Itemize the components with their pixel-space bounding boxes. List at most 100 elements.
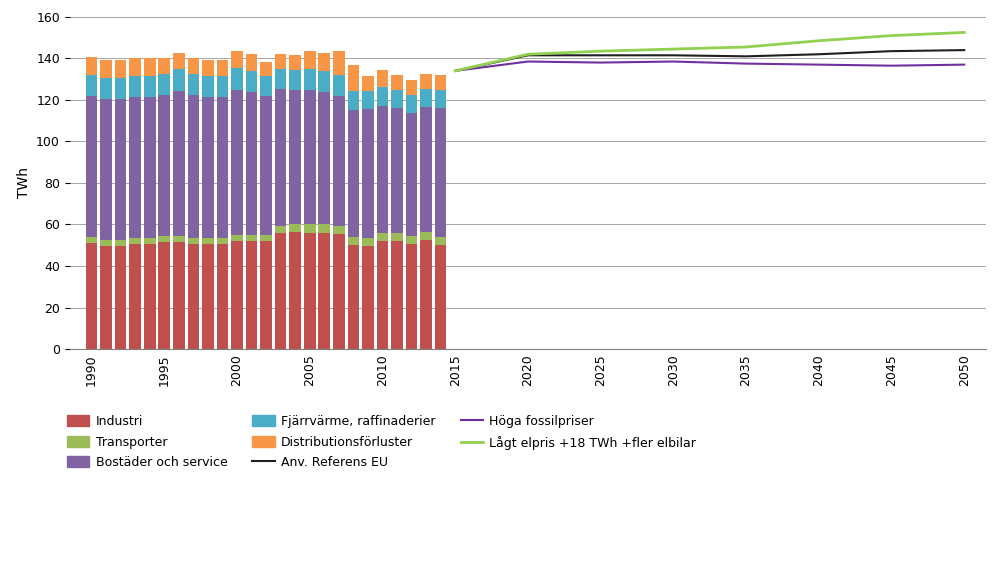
Bar: [319, 233, 330, 349]
Bar: [275, 88, 287, 226]
Bar: [391, 90, 402, 108]
Bar: [143, 76, 155, 97]
Bar: [129, 244, 141, 349]
Bar: [101, 246, 112, 349]
Bar: [231, 241, 243, 349]
Bar: [348, 91, 360, 110]
Bar: [420, 107, 432, 232]
Bar: [376, 87, 388, 106]
Y-axis label: TWh: TWh: [17, 167, 31, 199]
Bar: [158, 95, 170, 236]
Bar: [405, 80, 417, 95]
Bar: [129, 238, 141, 244]
Bar: [405, 244, 417, 349]
Bar: [158, 242, 170, 349]
Bar: [115, 240, 126, 246]
Bar: [319, 225, 330, 233]
Bar: [260, 76, 272, 96]
Bar: [435, 237, 446, 245]
Bar: [115, 78, 126, 99]
Legend: Industri, Transporter, Bostäder och service, Fjärrvärme, raffinaderier, Distribu: Industri, Transporter, Bostäder och serv…: [67, 415, 696, 469]
Bar: [173, 236, 184, 242]
Bar: [115, 60, 126, 78]
Bar: [420, 232, 432, 240]
Bar: [363, 109, 374, 238]
Bar: [275, 54, 287, 69]
Bar: [143, 97, 155, 238]
Bar: [115, 99, 126, 240]
Bar: [435, 75, 446, 90]
Bar: [129, 59, 141, 76]
Bar: [435, 245, 446, 349]
Bar: [86, 57, 98, 75]
Bar: [319, 71, 330, 92]
Bar: [304, 225, 316, 233]
Bar: [290, 232, 301, 349]
Bar: [115, 246, 126, 349]
Bar: [86, 237, 98, 243]
Bar: [216, 97, 228, 238]
Bar: [187, 238, 199, 244]
Bar: [376, 70, 388, 87]
Bar: [202, 244, 214, 349]
Bar: [333, 234, 345, 349]
Bar: [319, 92, 330, 225]
Bar: [376, 241, 388, 349]
Bar: [333, 51, 345, 75]
Bar: [420, 74, 432, 88]
Bar: [290, 55, 301, 70]
Bar: [405, 95, 417, 113]
Bar: [101, 240, 112, 246]
Bar: [260, 241, 272, 349]
Bar: [304, 69, 316, 90]
Bar: [246, 92, 257, 235]
Bar: [187, 74, 199, 95]
Bar: [231, 90, 243, 235]
Bar: [129, 76, 141, 97]
Bar: [246, 241, 257, 349]
Bar: [391, 233, 402, 241]
Bar: [304, 233, 316, 349]
Bar: [391, 241, 402, 349]
Bar: [363, 76, 374, 91]
Bar: [435, 90, 446, 108]
Bar: [290, 90, 301, 225]
Bar: [290, 225, 301, 232]
Bar: [246, 71, 257, 92]
Bar: [173, 91, 184, 236]
Bar: [246, 54, 257, 71]
Bar: [348, 237, 360, 245]
Bar: [173, 53, 184, 69]
Bar: [202, 76, 214, 97]
Bar: [275, 233, 287, 349]
Bar: [216, 244, 228, 349]
Bar: [376, 233, 388, 241]
Bar: [143, 238, 155, 244]
Bar: [216, 60, 228, 76]
Bar: [405, 236, 417, 244]
Bar: [158, 59, 170, 74]
Bar: [143, 244, 155, 349]
Bar: [363, 246, 374, 349]
Bar: [275, 69, 287, 88]
Bar: [231, 51, 243, 68]
Bar: [348, 110, 360, 237]
Bar: [363, 91, 374, 109]
Bar: [260, 61, 272, 76]
Bar: [348, 65, 360, 91]
Bar: [333, 75, 345, 96]
Bar: [333, 226, 345, 234]
Bar: [158, 74, 170, 95]
Bar: [202, 238, 214, 244]
Bar: [405, 113, 417, 236]
Bar: [202, 60, 214, 76]
Bar: [143, 59, 155, 76]
Bar: [391, 75, 402, 90]
Bar: [216, 76, 228, 97]
Bar: [420, 88, 432, 107]
Bar: [187, 244, 199, 349]
Bar: [86, 243, 98, 349]
Bar: [260, 235, 272, 241]
Bar: [246, 235, 257, 241]
Bar: [319, 53, 330, 71]
